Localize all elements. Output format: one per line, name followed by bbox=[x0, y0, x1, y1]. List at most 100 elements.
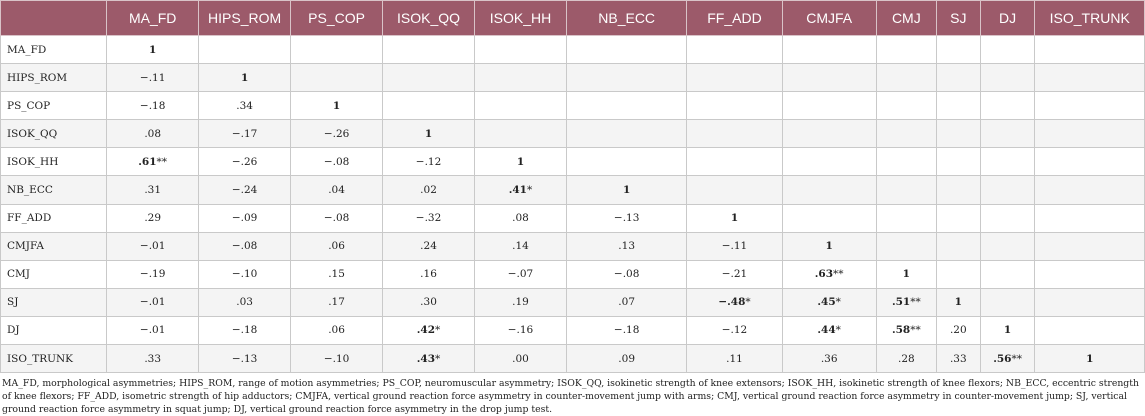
correlation-cell: .51** bbox=[875, 287, 937, 317]
correlation-cell bbox=[979, 287, 1036, 317]
correlation-cell bbox=[781, 34, 877, 65]
correlation-cell bbox=[290, 63, 384, 93]
correlation-cell bbox=[935, 91, 981, 121]
significance-marker: * bbox=[435, 324, 441, 337]
correlation-cell: −.08 bbox=[198, 231, 292, 261]
correlation-cell bbox=[198, 34, 292, 65]
correlation-cell: 1 bbox=[290, 91, 384, 121]
correlation-value: .14 bbox=[512, 240, 529, 253]
column-header: CMJFA bbox=[781, 0, 877, 36]
row-label: CMJFA bbox=[0, 231, 108, 261]
column-header: DJ bbox=[979, 0, 1036, 36]
correlation-cell: .63** bbox=[781, 259, 877, 289]
correlation-value: .13 bbox=[618, 240, 635, 253]
table-row: SJ −.01.03.17.30.19.07 −.48* .45* .51** 1 bbox=[0, 287, 1145, 317]
correlation-cell: −.08 bbox=[565, 259, 688, 289]
correlation-cell: −.16 bbox=[474, 315, 567, 346]
correlation-cell bbox=[1034, 63, 1145, 93]
correlation-cell: 1 bbox=[935, 287, 981, 317]
correlation-value: −.17 bbox=[231, 127, 258, 140]
significance-marker: * bbox=[835, 324, 841, 337]
correlation-value: −.07 bbox=[507, 268, 534, 281]
correlation-value: .03 bbox=[236, 296, 253, 309]
correlation-value: .00 bbox=[512, 352, 529, 365]
correlation-cell: .29 bbox=[106, 203, 200, 233]
correlation-value: .33 bbox=[949, 352, 967, 365]
correlation-value: −.18 bbox=[231, 324, 258, 337]
correlation-cell bbox=[565, 119, 688, 149]
correlation-cell bbox=[1034, 287, 1145, 317]
correlation-cell bbox=[686, 175, 783, 205]
correlation-value: 1 bbox=[623, 184, 631, 197]
row-label: ISOK_HH bbox=[0, 147, 108, 177]
table-row: PS_COP −.18 .34 1 bbox=[0, 91, 1145, 121]
correlation-cell bbox=[935, 147, 981, 177]
correlation-cell: 1 bbox=[474, 147, 567, 177]
correlation-cell: −.01 bbox=[106, 315, 200, 346]
correlation-cell: −.26 bbox=[290, 119, 384, 149]
correlation-cell: 1 bbox=[979, 315, 1036, 346]
correlation-cell: −.08 bbox=[290, 203, 384, 233]
correlation-value: .63 bbox=[814, 268, 834, 281]
correlation-value: −.11 bbox=[139, 71, 166, 84]
correlation-value: .42 bbox=[416, 324, 436, 337]
correlation-cell bbox=[686, 63, 783, 93]
correlation-cell: 1 bbox=[686, 203, 783, 233]
correlation-value: .36 bbox=[820, 352, 838, 365]
correlation-cell: .31 bbox=[106, 175, 200, 205]
correlation-value: .15 bbox=[328, 268, 345, 281]
correlation-value: .51 bbox=[891, 296, 911, 309]
column-header: ISOK_QQ bbox=[382, 0, 475, 36]
significance-marker: * bbox=[526, 184, 533, 197]
correlation-value: 1 bbox=[825, 240, 833, 253]
correlation-value: −.09 bbox=[231, 212, 258, 225]
correlation-cell: −.26 bbox=[198, 147, 292, 177]
correlation-value: −.26 bbox=[231, 155, 258, 168]
correlation-cell bbox=[979, 259, 1036, 289]
correlation-cell bbox=[686, 147, 783, 177]
correlation-cell: .41* bbox=[474, 175, 567, 205]
correlation-cell: 1 bbox=[875, 259, 937, 289]
correlation-cell: −.13 bbox=[198, 344, 292, 374]
correlation-value: .16 bbox=[420, 268, 437, 281]
significance-marker: * bbox=[435, 352, 441, 365]
significance-marker: ** bbox=[833, 268, 844, 281]
correlation-cell bbox=[474, 119, 567, 149]
correlation-value: .45 bbox=[817, 296, 836, 309]
correlation-value: .28 bbox=[897, 352, 915, 365]
correlation-cell: .08 bbox=[106, 119, 200, 149]
table-body: MA_FD 1 HIPS_ROM −.11 1 PS_COP −.18.34 1 ISOK_QQ… bbox=[0, 34, 1145, 374]
correlation-cell: −.18 bbox=[198, 315, 292, 346]
correlation-cell: .44* bbox=[781, 315, 877, 346]
correlation-cell: −.18 bbox=[565, 315, 688, 346]
correlation-cell bbox=[935, 203, 981, 233]
correlation-value: −.01 bbox=[139, 296, 166, 309]
correlation-value: .34 bbox=[236, 99, 253, 112]
correlation-cell bbox=[875, 34, 937, 65]
correlation-cell: .06 bbox=[290, 315, 384, 346]
correlation-value: 1 bbox=[332, 99, 341, 112]
correlation-cell: .33 bbox=[935, 344, 981, 374]
correlation-value: .43 bbox=[416, 352, 436, 365]
correlation-cell: 1 bbox=[781, 231, 877, 261]
correlation-value: −.21 bbox=[721, 268, 748, 281]
correlation-value: 1 bbox=[902, 268, 910, 281]
correlation-cell bbox=[935, 34, 981, 65]
header-row: MA_FD HIPS_ROM PS_COP ISOK_QQ ISOK_HH NB_ECC F… bbox=[0, 0, 1145, 36]
correlation-cell: −.07 bbox=[474, 259, 567, 289]
correlation-cell bbox=[979, 231, 1036, 261]
correlation-cell: .13 bbox=[565, 231, 688, 261]
correlation-value: .56 bbox=[993, 352, 1012, 365]
correlation-cell: .06 bbox=[290, 231, 384, 261]
correlation-cell: .58** bbox=[875, 315, 937, 346]
correlation-cell bbox=[875, 203, 937, 233]
correlation-value: −.19 bbox=[139, 268, 166, 281]
correlation-value: .33 bbox=[144, 352, 162, 365]
correlation-cell bbox=[1034, 315, 1145, 346]
correlation-value: 1 bbox=[516, 155, 525, 168]
correlation-cell: −.12 bbox=[686, 315, 783, 346]
correlation-cell bbox=[875, 63, 937, 93]
correlation-cell bbox=[979, 119, 1036, 149]
table-row: CMJFA −.01 −.08 .06 .24 .14 .13 −.11 1 bbox=[0, 231, 1145, 261]
correlation-value: −.10 bbox=[231, 268, 258, 281]
